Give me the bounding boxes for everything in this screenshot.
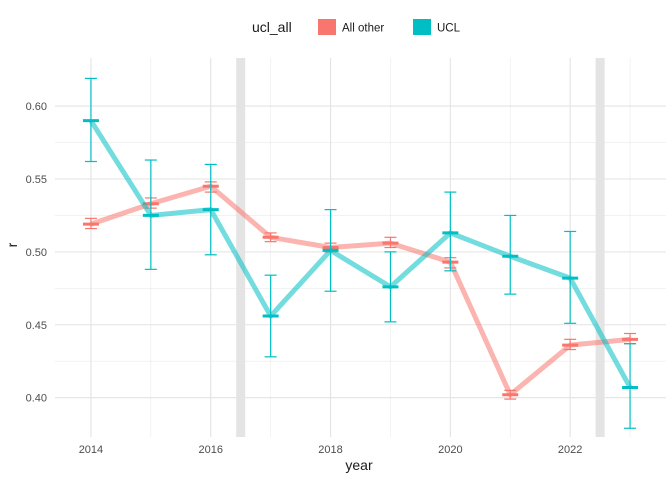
legend-label: All other (342, 23, 384, 35)
y-axis-title: r (4, 242, 20, 247)
legend-key (318, 19, 336, 35)
legend-items: All other UCL (318, 19, 461, 35)
legend-item-all-other: All other (318, 19, 384, 35)
series-ucl (82, 77, 639, 429)
x-tick-label: 2018 (318, 444, 342, 456)
series-line (90, 183, 631, 398)
x-tick-label: 2016 (199, 444, 223, 456)
legend-title: ucl_all (252, 19, 292, 35)
vertical-bands (236, 58, 605, 437)
series-layer (82, 77, 639, 429)
y-tick-label: 0.45 (26, 320, 47, 332)
x-tick-label: 2020 (438, 444, 462, 456)
y-tick-label: 0.55 (26, 174, 47, 186)
legend-label: UCL (437, 23, 461, 35)
x-tick-label: 2014 (79, 444, 103, 456)
x-axis-title: year (345, 457, 373, 473)
y-tick-label: 0.40 (26, 393, 47, 405)
legend-item-ucl: UCL (413, 19, 461, 35)
y-tick-label: 0.50 (26, 247, 47, 259)
series-line (88, 119, 633, 389)
x-tick-label: 2022 (558, 444, 582, 456)
series-all-other (82, 181, 639, 400)
legend-key (413, 19, 431, 35)
y-tick-label: 0.60 (26, 101, 47, 113)
legend: ucl_all All other UCL (252, 19, 461, 35)
axes: 0.40 0.45 0.50 0.55 0.60 2014 2016 2018 2020 2022 (26, 101, 583, 456)
